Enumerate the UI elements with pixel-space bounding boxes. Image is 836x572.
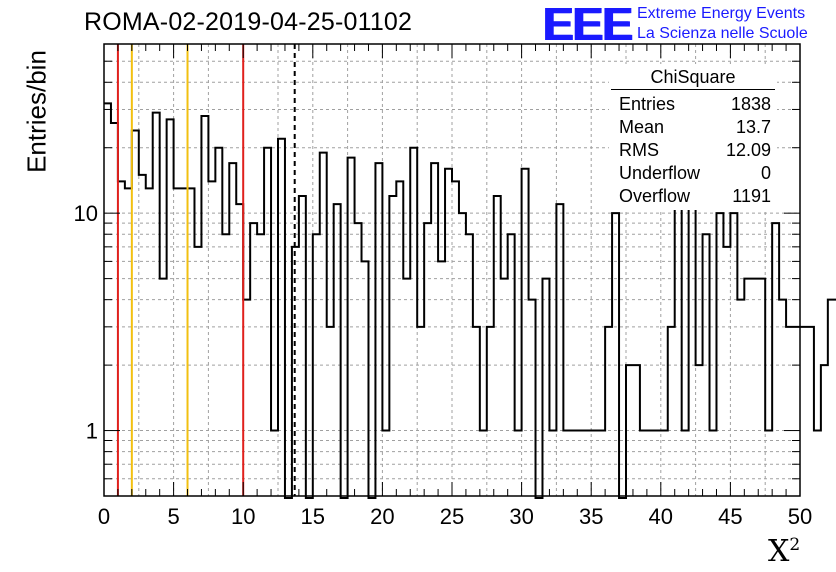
x-tick-label: 25: [440, 504, 464, 529]
y-tick-label: 10: [74, 201, 98, 226]
stats-row: Overflow 1191: [619, 186, 771, 208]
x-tick-label: 50: [788, 504, 812, 529]
stats-value: 1838: [730, 94, 771, 114]
x-tick-label: 10: [231, 504, 255, 529]
x-tick-label: 0: [98, 504, 110, 529]
x-tick-label: 5: [167, 504, 179, 529]
stats-row: RMS 12.09: [619, 140, 771, 162]
y-tick-label: 1: [86, 419, 98, 444]
stats-value: 13.7: [735, 117, 771, 137]
x-tick-label: 15: [301, 504, 325, 529]
stats-key: RMS: [619, 140, 659, 160]
stats-key: Overflow: [619, 186, 691, 206]
stats-row: Entries 1838: [619, 94, 771, 116]
stats-row: Underflow 0: [619, 163, 771, 185]
logo-line-2: La Scienza nelle Scuole: [637, 25, 808, 42]
stats-value: 12.09: [725, 140, 771, 160]
stats-key: Entries: [619, 94, 676, 114]
histogram-series: [104, 102, 836, 499]
stats-row: Mean 13.7: [619, 117, 771, 139]
x-tick-label: 40: [649, 504, 673, 529]
x-tick-label: 35: [579, 504, 603, 529]
run-title: ROMA-02-2019-04-25-01102: [84, 8, 413, 36]
stats-value: 1191: [732, 186, 771, 206]
x-axis-label: X2: [768, 534, 801, 569]
logo-line-1: Extreme Energy Events: [637, 5, 806, 22]
stats-key: Underflow: [619, 163, 701, 183]
x-tick-label: 30: [509, 504, 533, 529]
stats-key: Mean: [619, 117, 665, 137]
stats-divider: [611, 89, 775, 90]
stats-title: ChiSquare: [650, 67, 736, 87]
x-tick-label: 45: [718, 504, 742, 529]
x-tick-label: 20: [370, 504, 394, 529]
eee-logo: EEE: [543, 0, 633, 50]
stats-box: ChiSquare Entries 1838 Mean 13.7 RMS 12.…: [609, 64, 777, 210]
y-axis-label: Entries/bin: [21, 50, 52, 173]
stats-value: 0: [760, 163, 771, 183]
